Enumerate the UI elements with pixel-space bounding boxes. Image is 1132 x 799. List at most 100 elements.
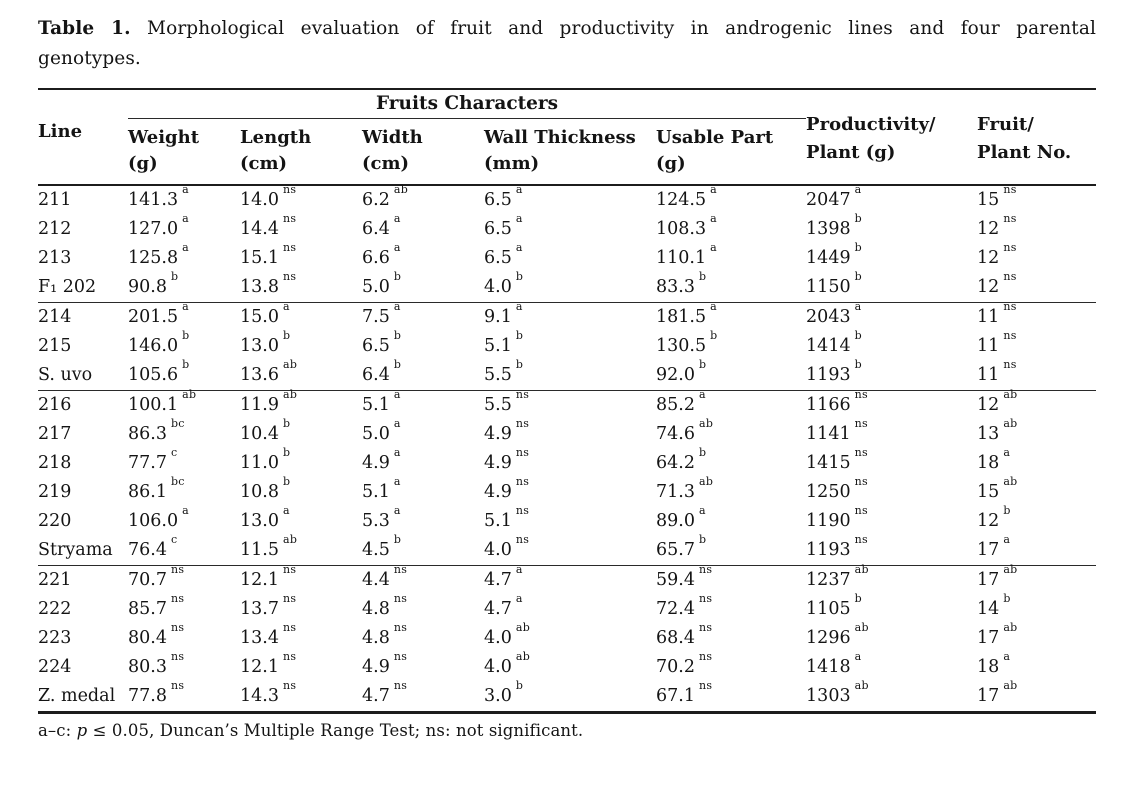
significance-superscript: a — [393, 504, 401, 518]
significance-superscript: c — [170, 446, 178, 460]
significance-superscript: ns — [854, 446, 868, 460]
table-header: Line Fruits Characters Productivity/ Pla… — [38, 88, 1097, 185]
significance-superscript: b — [854, 270, 862, 284]
value-cell: 17ab — [977, 564, 1096, 595]
significance-superscript: ns — [854, 533, 868, 547]
value-cell: 1418a — [806, 650, 977, 682]
significance-superscript: ns — [282, 183, 297, 197]
value-cell: 1250ns — [806, 475, 977, 507]
significance-superscript: ns — [1003, 241, 1017, 255]
cell-value: 125.8 — [128, 248, 179, 269]
table-row: 214 201.5a 15.0a 7.5a 9.1a 181.5a 2043a 11ns — [38, 300, 1096, 332]
value-cell: 5.1a — [362, 389, 484, 420]
cell-value: 13 — [977, 424, 1000, 445]
value-cell: 4.7a — [484, 592, 656, 624]
value-cell: 74.6ab — [656, 418, 806, 449]
significance-superscript: a — [710, 300, 717, 314]
table-row: 211 141.3a 14.0ns 6.2ab 6.5a 124.5a 2047a 15ns — [38, 183, 1096, 215]
value-cell: 11ns — [977, 330, 1096, 361]
value-cell: 9.1a — [484, 300, 656, 332]
cell-value: 4.9 — [484, 424, 512, 445]
significance-superscript: a — [393, 417, 401, 431]
cell-value: 4.7 — [484, 599, 512, 620]
value-cell: 13.8ns — [240, 271, 362, 303]
value-cell: 70.2ns — [656, 650, 806, 682]
value-cell: 105.6b — [128, 359, 240, 391]
significance-superscript: ns — [515, 475, 530, 489]
significance-superscript: a — [515, 592, 523, 606]
significance-superscript: b — [854, 329, 862, 343]
footnote-p-symbol: p — [76, 720, 88, 740]
value-cell: 4.0b — [484, 271, 656, 303]
value-cell: 141.3a — [128, 183, 240, 215]
value-cell: 13.6ab — [240, 359, 362, 391]
value-cell: 64.2b — [656, 447, 806, 478]
cell-value: 14 — [977, 599, 1000, 620]
significance-superscript: a — [182, 241, 189, 255]
significance-superscript: ns — [170, 621, 185, 635]
cell-value: 12 — [977, 511, 1000, 532]
significance-superscript: a — [182, 183, 189, 197]
significance-superscript: a — [1003, 650, 1011, 664]
cell-value: 5.0 — [362, 424, 390, 445]
significance-superscript: b — [393, 358, 402, 372]
cell-value: 70.2 — [656, 657, 695, 678]
cell-value: 90.8 — [128, 277, 167, 298]
significance-superscript: ab — [1003, 417, 1018, 431]
significance-superscript: ns — [698, 650, 713, 664]
table-row: S. uvo 105.6b 13.6ab 6.4b 5.5b 92.0b 1193b 11ns — [38, 358, 1096, 391]
value-cell: 13.7ns — [240, 592, 362, 624]
significance-superscript: b — [182, 329, 190, 343]
cell-value: 10.8 — [240, 482, 279, 503]
significance-superscript: b — [515, 358, 524, 372]
significance-superscript: ns — [515, 504, 530, 518]
value-cell: 6.4a — [362, 213, 484, 244]
value-cell: 1141ns — [806, 418, 977, 449]
significance-superscript: ns — [854, 504, 868, 518]
cell-value: 17 — [977, 686, 1000, 707]
cell-value: 127.0 — [128, 219, 179, 240]
column-header-line: Line — [38, 121, 83, 143]
value-cell: 5.1ns — [484, 504, 656, 536]
table-caption: Table 1. Morphological evaluation of fru… — [38, 14, 1096, 74]
table-row: 212 127.0a 14.4ns 6.4a 6.5a 108.3a 1398b 12ns — [38, 213, 1096, 244]
value-cell: 130.5b — [656, 330, 806, 361]
cell-value: 12.1 — [240, 657, 279, 678]
significance-superscript: a — [854, 650, 862, 664]
significance-superscript: ns — [854, 388, 868, 402]
cell-value: 11 — [977, 336, 1000, 357]
significance-superscript: a — [1003, 533, 1011, 547]
cell-value: 4.0 — [484, 628, 512, 649]
column-header-productivity-line1: Productivity/ — [806, 113, 936, 135]
cell-value: 11 — [977, 365, 1000, 386]
table-row: 218 77.7c 11.0b 4.9a 4.9ns 64.2b 1415ns 18a — [38, 446, 1096, 478]
cell-value: 146.0 — [128, 336, 179, 357]
footnote-prefix: a–c: — [38, 720, 77, 740]
value-cell: 70.7ns — [128, 564, 240, 595]
significance-superscript: ns — [282, 592, 297, 606]
cell-value: 80.4 — [128, 628, 167, 649]
significance-superscript: ns — [854, 475, 868, 489]
significance-superscript: a — [698, 504, 706, 518]
cell-value: 5.1 — [362, 482, 390, 503]
value-cell: 59.4ns — [656, 564, 806, 595]
cell-value: 6.5 — [362, 336, 390, 357]
cell-value: 14.4 — [240, 219, 279, 240]
significance-superscript: a — [515, 563, 523, 577]
cell-value: 4.7 — [484, 570, 512, 591]
value-cell: 125.8a — [128, 241, 240, 273]
value-cell: 17a — [977, 533, 1096, 566]
significance-superscript: ab — [515, 650, 531, 664]
cell-value: 4.8 — [362, 628, 390, 649]
cell-value: 4.4 — [362, 570, 390, 591]
cell-value: 17 — [977, 540, 1000, 561]
value-cell: 76.4c — [128, 534, 240, 566]
significance-superscript: a — [515, 300, 523, 314]
line-label: Stryama — [38, 540, 113, 561]
cell-value: 13.0 — [240, 336, 279, 357]
cell-value: 1418 — [806, 657, 851, 678]
table-caption-text: Morphological evaluation of fruit and pr… — [38, 18, 1096, 69]
value-cell: 92.0b — [656, 359, 806, 391]
cell-value: 89.0 — [656, 511, 695, 532]
value-cell: 5.5b — [484, 358, 656, 391]
